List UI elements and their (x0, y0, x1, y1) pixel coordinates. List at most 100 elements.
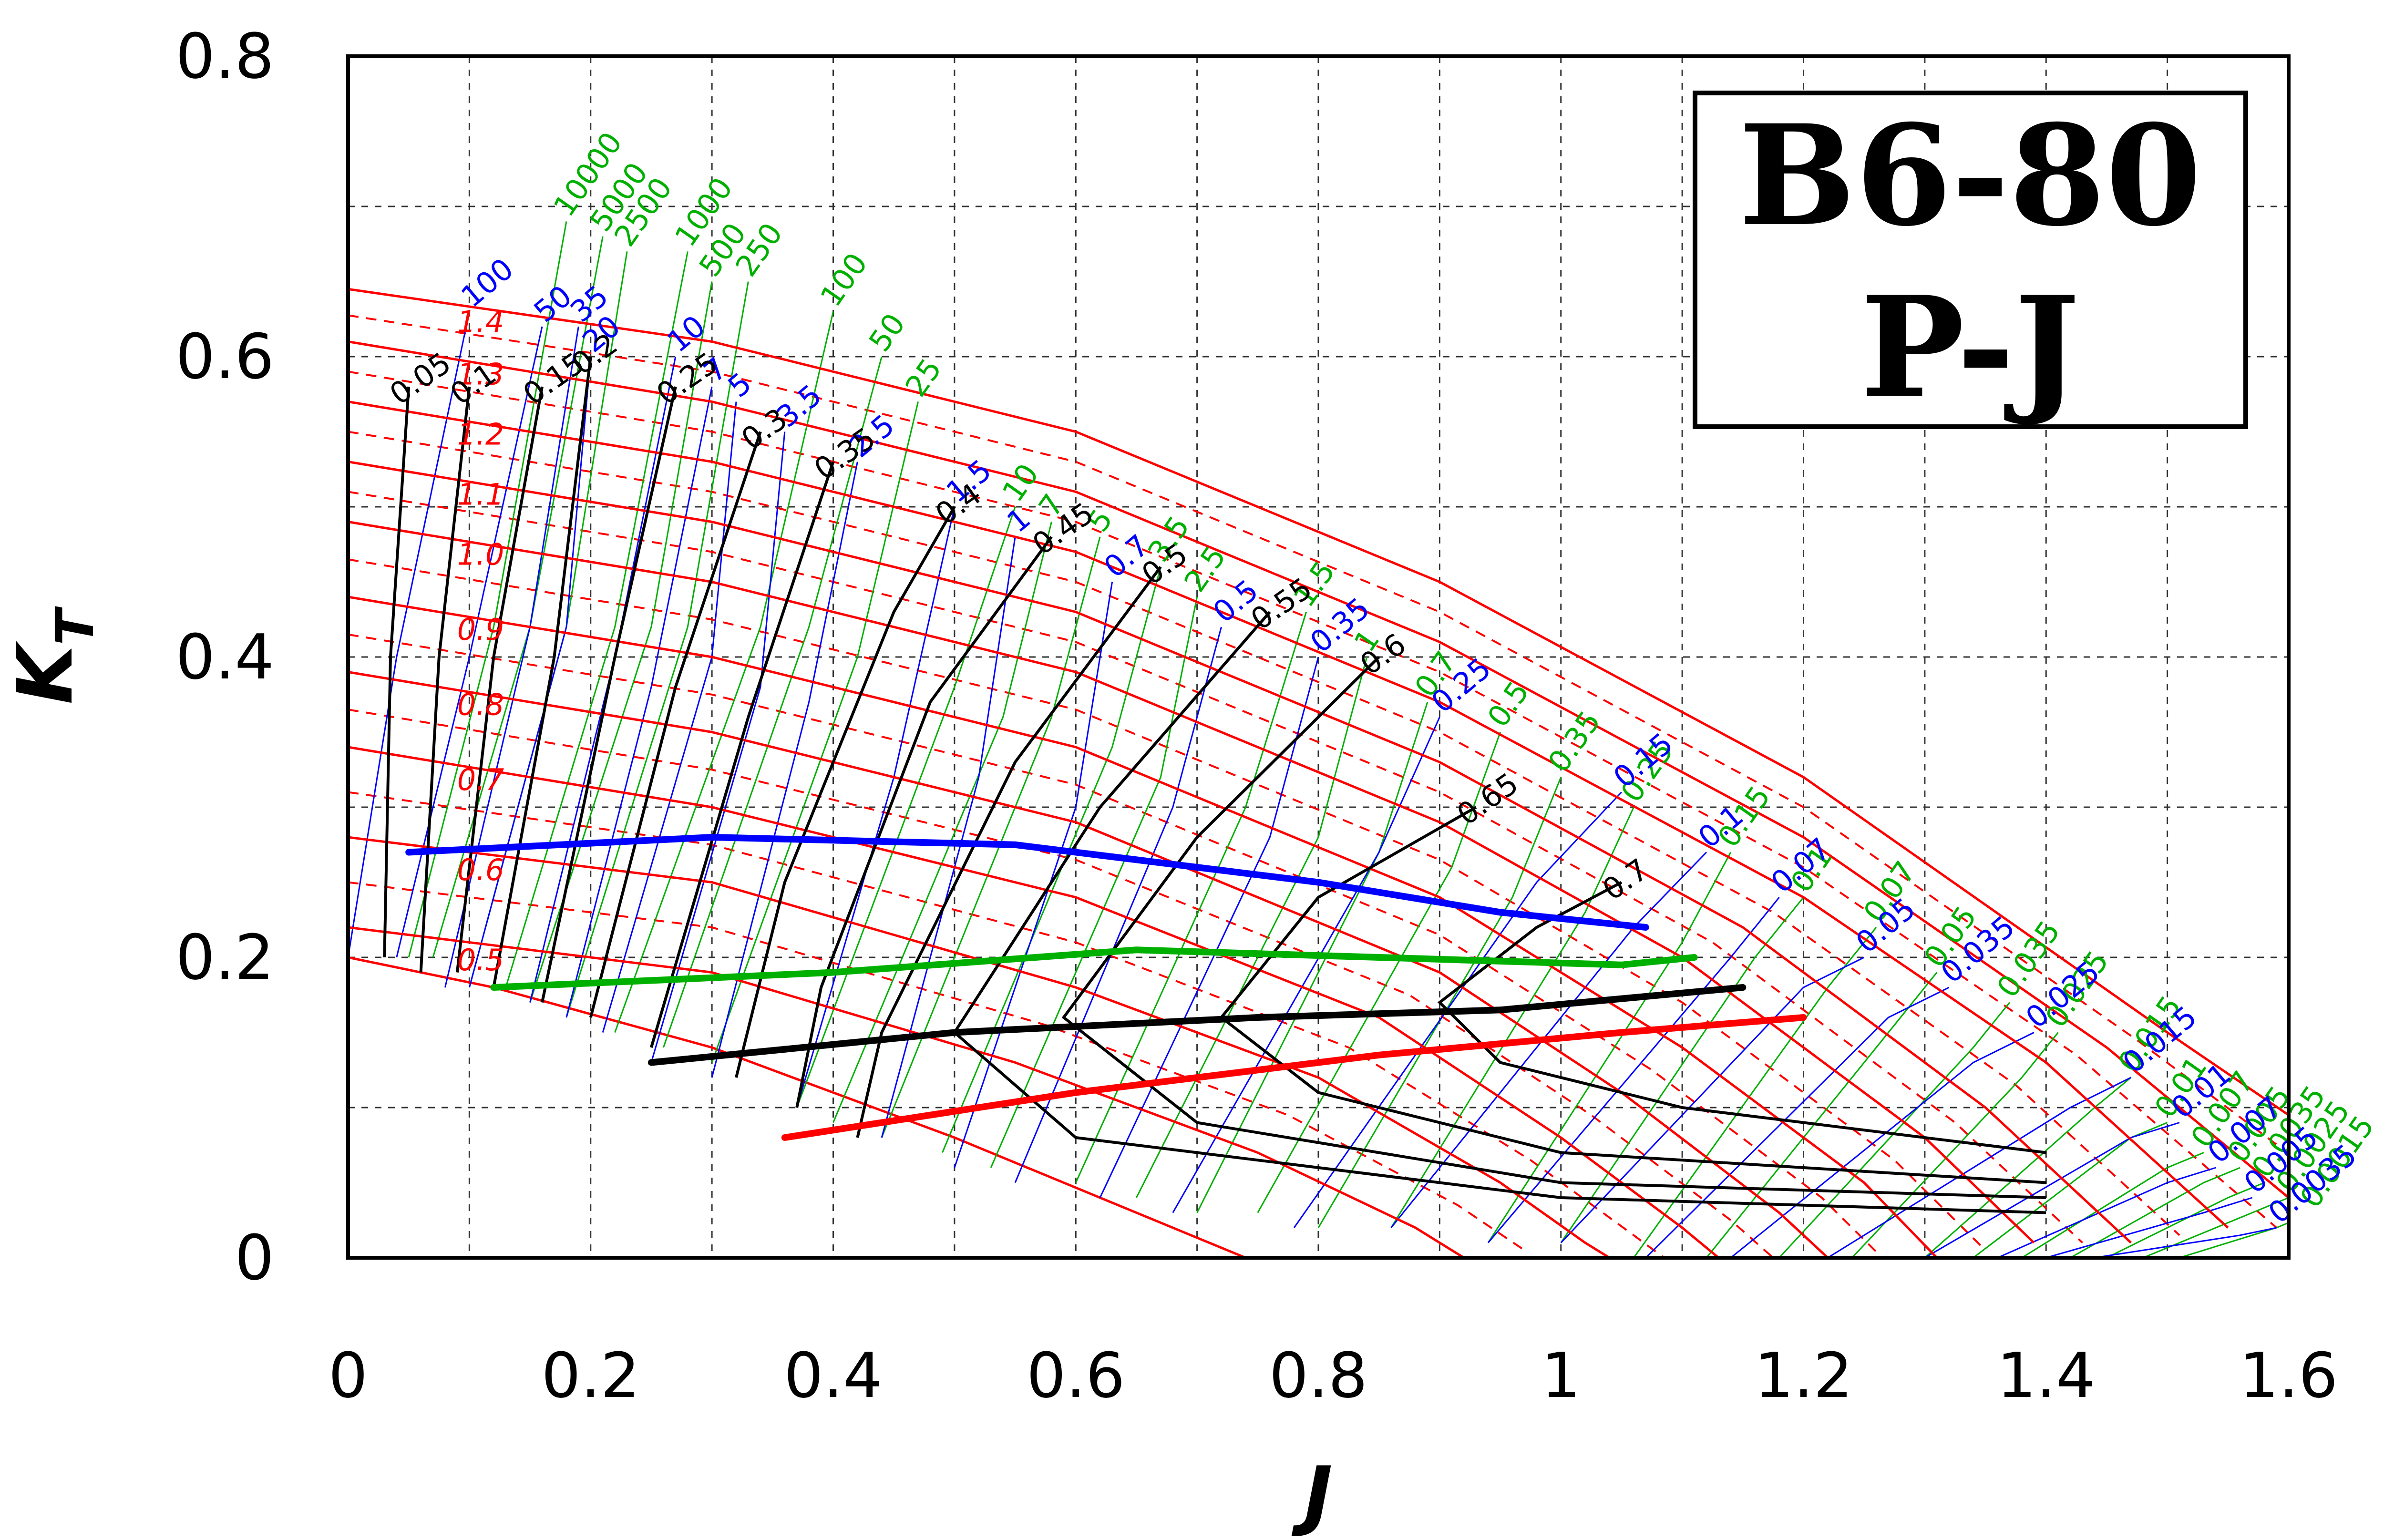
blue-curve (1730, 1032, 2035, 1258)
green-curve (1257, 731, 1501, 1213)
x-tick-label: 0.6 (1027, 1339, 1125, 1412)
green-curve (505, 251, 688, 988)
efficiency-curve (952, 611, 2046, 1214)
pitch-dashed-curve (348, 708, 1774, 1258)
efficiency-curve (589, 431, 762, 1018)
green-curve (1633, 927, 1877, 1258)
blue-curve (1099, 657, 1319, 1198)
pitch-dashed-curve (348, 558, 1986, 1251)
pitch-curve-label: 0.8 (457, 688, 504, 722)
pitch-dashed-curve (348, 881, 1525, 1251)
y-axis-title-main: K (0, 641, 90, 705)
blue-curve (1924, 1122, 2180, 1258)
envelope-curve (348, 956, 1246, 1258)
green-curve (1075, 612, 1307, 1183)
green-curve (565, 281, 749, 1018)
pitch-dashed-curve (348, 491, 2083, 1243)
blue-curve (1487, 897, 1780, 1243)
blue-curve (1172, 717, 1440, 1213)
blue-curve (1293, 791, 1622, 1228)
pitch-curve-label: 0.6 (457, 852, 504, 887)
blue-curve (396, 326, 543, 958)
green-curve (796, 506, 1016, 1108)
pitch-curve (348, 671, 1829, 1258)
green-curve (662, 356, 883, 1048)
optimum-black-curve (647, 984, 1747, 1066)
pitch-curve-label: 1.4 (457, 304, 504, 339)
blue-curve (954, 582, 1113, 1168)
green-curve (1706, 972, 1938, 1258)
blue-curve (348, 311, 470, 958)
pitch-curve (348, 461, 2132, 1244)
efficiency-curve (735, 506, 956, 1078)
x-tick-label: 0.4 (784, 1339, 883, 1412)
green-curve (1487, 852, 1732, 1243)
green-curve (1778, 1002, 2011, 1258)
axes: 0 0.2 0.4 0.6 0.8 1 1.2 1.4 1.6 0 0.2 0.4 0.6 0.8 (175, 20, 2338, 1412)
plot-frame (346, 54, 2291, 1260)
green-curve (614, 311, 834, 1033)
blue-curve (881, 536, 1016, 1138)
green-curve (2070, 1167, 2240, 1258)
blue-curve (2094, 1227, 2277, 1258)
pitch-curve (348, 340, 2289, 1200)
pitch-curve-label: 1.1 (457, 477, 504, 512)
annotation-line-1: B6-80 (1739, 95, 2202, 257)
pitch-curve-label: 0.7 (457, 762, 504, 797)
green-curve (1390, 807, 1634, 1228)
y-axis-title: KT (0, 606, 105, 705)
blue-curve (1645, 986, 1950, 1258)
optimum-red-curve (781, 1014, 1807, 1141)
pitch-dashed-curve (348, 633, 1883, 1258)
x-axis-title: J (1291, 1450, 1333, 1539)
x-tick-label: 1.4 (1997, 1339, 2096, 1412)
pitch-curve (348, 746, 1719, 1258)
efficiency-curve (541, 386, 677, 1003)
pitch-curve (348, 400, 2229, 1229)
pitch-dashed-curve (348, 314, 2289, 1155)
curves (348, 221, 2289, 1258)
green-curve (2021, 1152, 2204, 1258)
optimum-green-curve (490, 946, 1698, 991)
green-curve (1851, 1032, 2059, 1258)
green-curve (2143, 1197, 2289, 1258)
efficiency-curve (1061, 656, 2046, 1199)
blue-curve (650, 431, 786, 1063)
green-curve (2106, 1182, 2265, 1258)
pitch-curve-label: 0.9 (457, 612, 504, 647)
pitch-curve (348, 287, 2289, 1117)
y-axis-title-sub: T (44, 606, 105, 646)
efficiency-curve (1219, 806, 2046, 1184)
y-tick-label: 0 (235, 1222, 274, 1294)
blue-curve (711, 462, 858, 1078)
y-tick-label: 0.6 (175, 320, 274, 393)
x-tick-label: 0.2 (541, 1339, 640, 1412)
pitch-curve (348, 926, 1465, 1258)
efficiency-curve (650, 461, 835, 1048)
green-curve (942, 566, 1161, 1153)
blue-curve (565, 386, 713, 1018)
annotation-box: B6-80 P-J (1693, 91, 2248, 429)
green-curve (881, 536, 1101, 1138)
y-tick-label: 0.4 (175, 621, 274, 693)
efficiency-curve (419, 386, 471, 973)
optimum-blue-curve (405, 833, 1649, 931)
pitch-curve-label: 1.2 (457, 417, 504, 452)
x-tick-label: 0.8 (1269, 1339, 1368, 1412)
y-tick-label: 0.8 (175, 20, 274, 92)
green-curve (529, 281, 713, 1003)
pitch-curve-label: 1.0 (457, 537, 504, 572)
x-tick-label: 1.2 (1754, 1339, 1853, 1412)
x-tick-label: 0 (329, 1339, 368, 1412)
efficiency-curve (455, 386, 544, 973)
blue-curve (1997, 1167, 2216, 1258)
pitch-curve-label: 0.5 (457, 943, 504, 977)
green-curve (711, 401, 919, 1063)
x-tick-label: 1 (1541, 1339, 1581, 1412)
x-tick-label: 1.6 (2240, 1339, 2338, 1412)
efficiency-curve (856, 566, 1162, 1138)
annotation-line-2: P-J (1860, 267, 2080, 429)
pitch-dashed-curve (348, 370, 2277, 1229)
green-curve (1560, 897, 1804, 1243)
